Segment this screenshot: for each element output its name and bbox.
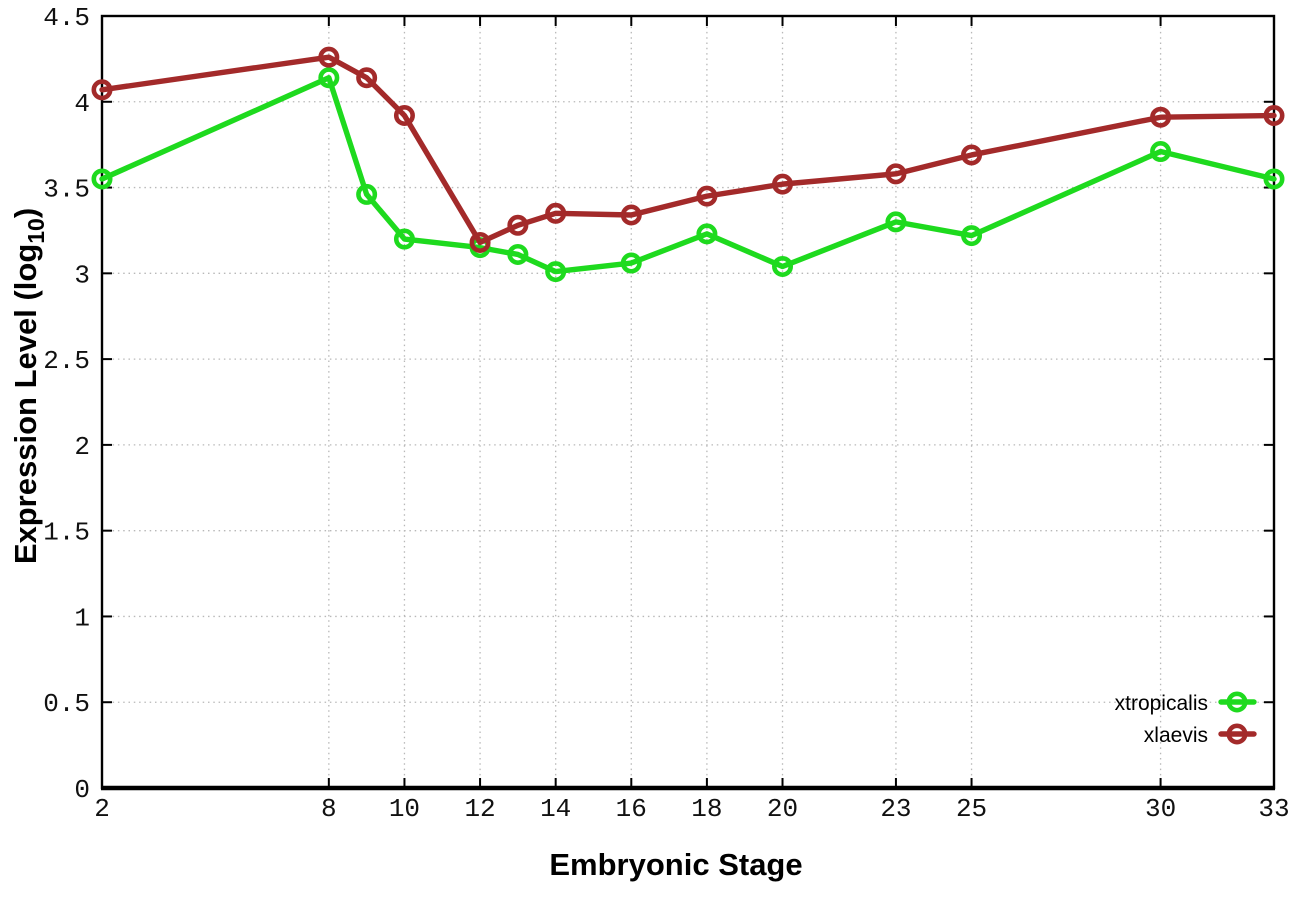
tick-label-layer: 2 8 10 12 14 16 18 20 23 25 30 33 0 0.5 1 1.5 2 2.5 3 3.5 4 4…	[43, 3, 1289, 824]
y-axis-title: Expression Level (log10)	[8, 208, 49, 564]
point-xlaevis-stage-2	[91, 79, 113, 101]
legend-label-xlaevis: xlaevis	[1144, 724, 1208, 747]
y-tick-label-0: 0	[74, 775, 90, 805]
point-xlaevis-stage-23	[885, 163, 907, 185]
y-axis-title-subscript: 10	[23, 218, 49, 244]
series-layer	[91, 46, 1285, 283]
point-xlaevis-stage-10	[393, 105, 415, 127]
x-tick-label-2: 2	[94, 794, 110, 824]
point-xlaevis-stage-20	[772, 173, 794, 195]
x-tick-label-25: 25	[956, 794, 987, 824]
y-tick-label-2: 2	[74, 432, 90, 462]
point-xtropicalis-stage-2	[91, 168, 113, 190]
point-xtropicalis-stage-25	[961, 225, 983, 247]
point-xlaevis-stage-13	[507, 214, 529, 236]
x-tick-label-16: 16	[616, 794, 647, 824]
point-xtropicalis-stage-33	[1263, 168, 1285, 190]
legend: xtropicalis xlaevis	[1115, 691, 1257, 747]
x-tick-label-20: 20	[767, 794, 798, 824]
legend-marker-xtropicalis	[1226, 691, 1248, 713]
y-tick-label-0.5: 0.5	[43, 689, 90, 719]
point-xlaevis-stage-33	[1263, 105, 1285, 127]
y-tick-label-3: 3	[74, 260, 90, 290]
x-axis-title: Embryonic Stage	[549, 847, 802, 882]
point-xlaevis-stage-18	[696, 185, 718, 207]
point-xtropicalis-stage-16	[620, 252, 642, 274]
legend-row-xtropicalis: xtropicalis	[1115, 691, 1257, 715]
plot-border	[100, 14, 1276, 791]
x-tick-label-30: 30	[1145, 794, 1176, 824]
point-xtropicalis-stage-9	[356, 183, 378, 205]
y-axis-title-close: )	[8, 208, 43, 218]
point-xlaevis-stage-16	[620, 204, 642, 226]
point-xtropicalis-stage-23	[885, 211, 907, 233]
point-xtropicalis-stage-18	[696, 223, 718, 245]
y-tick-label-4: 4	[74, 89, 90, 119]
x-tick-label-18: 18	[691, 794, 722, 824]
x-tick-label-23: 23	[880, 794, 911, 824]
y-tick-label-1.5: 1.5	[43, 518, 90, 548]
x-tick-label-10: 10	[389, 794, 420, 824]
x-tick-label-14: 14	[540, 794, 571, 824]
point-xtropicalis-stage-10	[393, 228, 415, 250]
point-xtropicalis-stage-13	[507, 243, 529, 265]
legend-row-xlaevis: xlaevis	[1144, 723, 1257, 747]
point-xlaevis-stage-8	[318, 46, 340, 68]
y-tick-label-4.5: 4.5	[43, 3, 90, 33]
point-xtropicalis-stage-8	[318, 67, 340, 89]
x-tick-label-12: 12	[464, 794, 495, 824]
legend-marker-xlaevis	[1226, 723, 1248, 745]
point-xlaevis-stage-12	[469, 231, 491, 253]
point-xtropicalis-stage-14	[545, 261, 567, 283]
point-xtropicalis-stage-20	[772, 255, 794, 277]
point-xlaevis-stage-9	[356, 67, 378, 89]
y-tick-label-2.5: 2.5	[43, 346, 90, 376]
series-line-xtropicalis	[99, 75, 1277, 275]
point-xtropicalis-stage-30	[1150, 141, 1172, 163]
y-tick-label-1: 1	[74, 603, 90, 633]
x-tick-label-8: 8	[321, 794, 337, 824]
y-axis-title-main: Expression Level (log	[8, 244, 43, 564]
point-xlaevis-stage-14	[545, 202, 567, 224]
series-line-xlaevis	[99, 54, 1277, 246]
legend-label-xtropicalis: xtropicalis	[1115, 692, 1208, 715]
point-xlaevis-stage-30	[1150, 106, 1172, 128]
x-tick-label-33: 33	[1258, 794, 1289, 824]
y-tick-label-3.5: 3.5	[43, 175, 90, 205]
point-xlaevis-stage-25	[961, 144, 983, 166]
